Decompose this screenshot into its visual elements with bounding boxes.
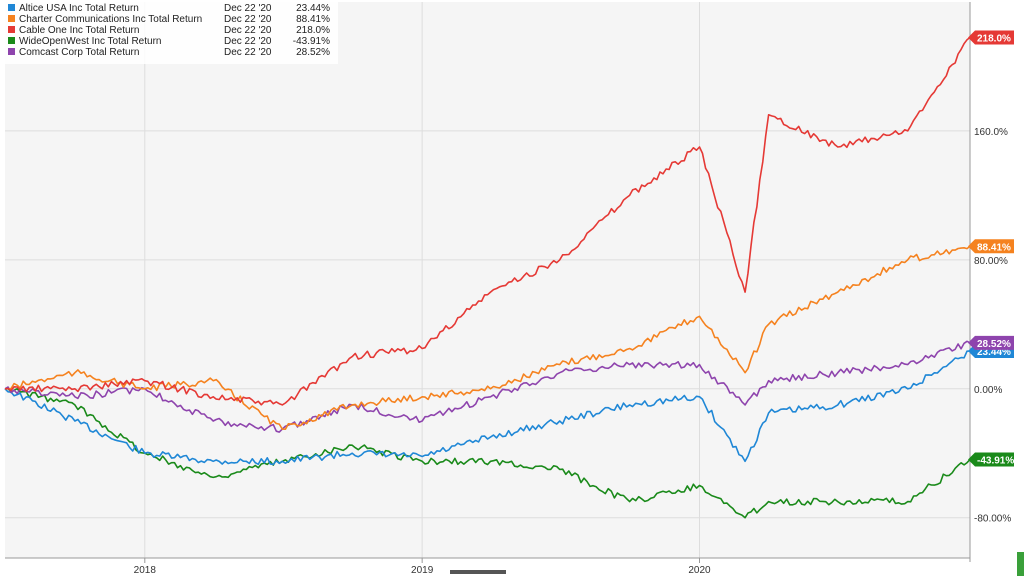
last-value-text: 23.44%: [977, 347, 1011, 358]
x-tick-label: 2019: [411, 565, 434, 576]
legend-value: 218.0%: [296, 25, 330, 36]
series-line: [4, 340, 971, 433]
legend-swatch: [8, 37, 15, 44]
legend-date: Dec 22 '20: [224, 14, 272, 25]
last-value-badge: 88.41%: [968, 239, 1014, 254]
y-tick-label: 80.00%: [974, 256, 1008, 267]
legend-series-name: Charter Communications Inc Total Return: [19, 14, 202, 25]
series-line: [4, 350, 971, 466]
legend-value: -43.91%: [293, 36, 330, 47]
legend-swatch: [8, 48, 15, 55]
legend-series-name: Comcast Corp Total Return: [19, 47, 139, 58]
legend-swatch: [8, 4, 15, 11]
y-tick-label: -80.00%: [974, 514, 1011, 525]
legend-series-name: WideOpenWest Inc Total Return: [19, 36, 161, 47]
legend-background: [2, 2, 338, 64]
y-axis-ticks: 160.0% 80.00% 0.00% -80.00%: [974, 127, 1011, 525]
legend-item[interactable]: Cable One Inc Total Return Dec 22 '20 218.…: [8, 25, 330, 36]
panel-tab[interactable]: [1017, 552, 1024, 576]
last-value-badges: 23.44% 88.41% 218.0% -43.91% 28.52%: [968, 30, 1014, 467]
legend-value: 28.52%: [296, 47, 330, 58]
legend-date: Dec 22 '20: [224, 25, 272, 36]
plot-area: [5, 2, 970, 558]
legend-value: 88.41%: [296, 14, 330, 25]
last-value-badge: -43.91%: [968, 452, 1014, 467]
last-value-badge: 218.0%: [968, 30, 1014, 45]
legend-item[interactable]: Charter Communications Inc Total Return D…: [8, 14, 330, 25]
legend: Altice USA Inc Total Return Dec 22 '20 23.…: [2, 2, 338, 64]
y-tick-label: 160.0%: [974, 127, 1008, 138]
last-value-text: -43.91%: [977, 456, 1014, 467]
legend-date: Dec 22 '20: [224, 47, 272, 58]
last-value-text: 28.52%: [977, 339, 1011, 350]
legend-swatch: [8, 15, 15, 22]
x-tick-label: 2020: [688, 565, 711, 576]
x-tick-label: 2018: [134, 565, 157, 576]
series-line: [4, 36, 971, 406]
legend-item[interactable]: WideOpenWest Inc Total Return Dec 22 '20 -…: [8, 36, 330, 47]
y-tick-label: 0.00%: [974, 385, 1002, 396]
legend-item[interactable]: Altice USA Inc Total Return Dec 22 '20 23.…: [8, 3, 330, 14]
series-line: [5, 245, 971, 430]
last-value-text: 218.0%: [977, 33, 1011, 44]
legend-series-name: Cable One Inc Total Return: [19, 25, 139, 36]
legend-item[interactable]: Comcast Corp Total Return Dec 22 '20 28.52…: [8, 47, 330, 58]
x-axis-ticks: 2018 2019 2020: [134, 558, 711, 576]
legend-date: Dec 22 '20: [224, 3, 272, 14]
series-lines: [4, 36, 971, 519]
legend-value: 23.44%: [296, 3, 330, 14]
legend-date: Dec 22 '20: [224, 36, 272, 47]
series-line: [4, 387, 971, 519]
last-value-text: 88.41%: [977, 242, 1011, 253]
legend-swatch: [8, 26, 15, 33]
scroll-handle[interactable]: [450, 570, 506, 574]
legend-series-name: Altice USA Inc Total Return: [19, 3, 139, 14]
last-value-badge: 28.52%: [968, 335, 1014, 350]
